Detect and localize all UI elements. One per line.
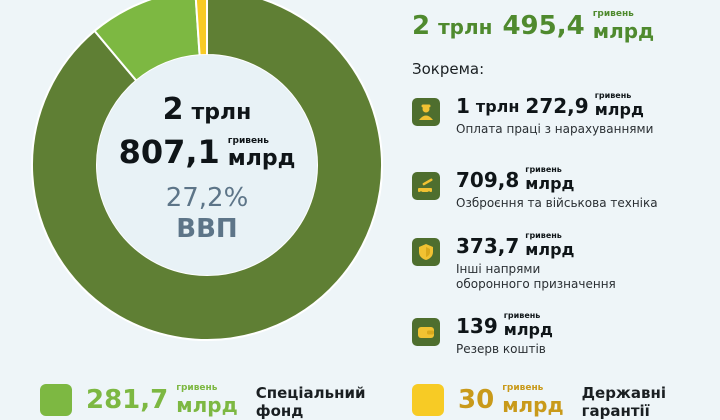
item-other-desc: Інші напрями оборонного призначення	[456, 262, 616, 291]
center-amount-mlrd: 807,1	[118, 133, 220, 171]
shield-icon	[412, 238, 440, 266]
item-other-value: 373,7	[456, 234, 520, 258]
general-fund-unit-small: гривень	[592, 9, 634, 19]
item-reserve-desc: Резерв коштів	[456, 342, 546, 356]
item-reserve-value: 139	[456, 314, 498, 338]
center-unit-trln: трлн	[191, 100, 252, 125]
general-fund-unit-stack: гривень млрд	[592, 9, 655, 43]
center-amount-line1: 2 трлн	[55, 92, 359, 127]
legend-special-name: Спеціальний фонд	[255, 384, 366, 420]
item-weapons-desc: Озброєння та військова техніка	[456, 196, 658, 210]
center-gdp-share: 27,2%	[165, 183, 249, 213]
donut-hole	[97, 55, 317, 275]
center-gdp-label: ВВП	[176, 214, 238, 244]
legend-swatch-guarantees	[412, 384, 444, 416]
legend-special-fund: 281,7 гривень млрд Спеціальний фонд	[40, 384, 376, 420]
legend-guarantees-value: 30	[458, 385, 495, 415]
general-fund-mlrd: 495,4	[502, 11, 585, 41]
legend-special-value: 281,7	[86, 385, 169, 415]
item-weapons-unit-stack: гривень млрд	[525, 166, 574, 192]
zokrema-label: Зокрема:	[412, 60, 485, 78]
item-salary-desc: Оплата праці з нарахуваннями	[456, 122, 654, 136]
item-weapons-value: 709,8	[456, 168, 520, 192]
legend-guarantees-name: Державні гарантії	[581, 384, 666, 420]
center-unit-big: млрд	[227, 146, 296, 171]
legend-swatch-special	[40, 384, 72, 416]
item-salary-value: 272,9	[525, 94, 589, 118]
legend-special-unit-small: гривень	[176, 383, 218, 393]
item-salary-pre: 1	[456, 94, 470, 118]
donut-chart	[0, 0, 400, 360]
item-other-unit-stack: гривень млрд	[525, 232, 574, 258]
item-weapons-unit-big: млрд	[525, 174, 575, 193]
breakdown-item-other-defense: 373,7 гривень млрд Інші напрями оборонно…	[412, 232, 616, 292]
legend-state-guarantees: 30 гривень млрд Державні гарантії	[412, 384, 682, 420]
legend-guarantees-unit-stack: гривень млрд	[502, 383, 564, 417]
donut-svg	[31, 0, 383, 341]
wallet-icon	[412, 318, 440, 346]
legend-special-unit-stack: гривень млрд	[176, 383, 238, 417]
item-reserve-unit-stack: гривень млрд	[504, 312, 553, 338]
center-amount-line2: 807,1 гривень млрд	[55, 134, 359, 170]
item-salary-pre-unit: трлн	[475, 97, 520, 116]
general-fund-trln: 2	[412, 11, 431, 41]
center-unit-stack: гривень млрд	[228, 137, 296, 170]
general-fund-unit-trln: трлн	[438, 15, 493, 39]
general-fund-total: 2 трлн 495,4 гривень млрд	[412, 9, 655, 43]
center-unit-small: гривень	[227, 136, 269, 146]
item-reserve-unit-small: гривень	[503, 311, 541, 320]
item-other-unit-small: гривень	[525, 231, 562, 240]
item-salary-unit-stack: гривень млрд	[595, 92, 644, 118]
general-fund-unit-big: млрд	[592, 19, 655, 43]
artillery-icon	[412, 172, 440, 200]
breakdown-item-reserve: 139 гривень млрд Резерв коштів	[412, 312, 553, 357]
breakdown-item-weapons: 709,8 гривень млрд Озброєння та військов…	[412, 166, 658, 211]
item-reserve-unit-big: млрд	[503, 320, 553, 339]
legend-guarantees-unit-big: млрд	[502, 393, 564, 417]
legend-guarantees-unit-small: гривень	[502, 383, 544, 393]
worker-icon	[412, 98, 440, 126]
item-salary-unit-big: млрд	[594, 100, 644, 119]
item-salary-unit-small: гривень	[594, 91, 632, 100]
item-other-unit-big: млрд	[525, 240, 575, 259]
center-amount-trln: 2	[162, 92, 184, 127]
legend-special-unit-big: млрд	[176, 393, 238, 417]
breakdown-item-salary: 1 трлн 272,9 гривень млрд Оплата праці з…	[412, 92, 653, 137]
donut-center-label: 2 трлн 807,1 гривень млрд 27,2% ВВП	[55, 0, 359, 330]
item-weapons-unit-small: гривень	[525, 165, 562, 174]
